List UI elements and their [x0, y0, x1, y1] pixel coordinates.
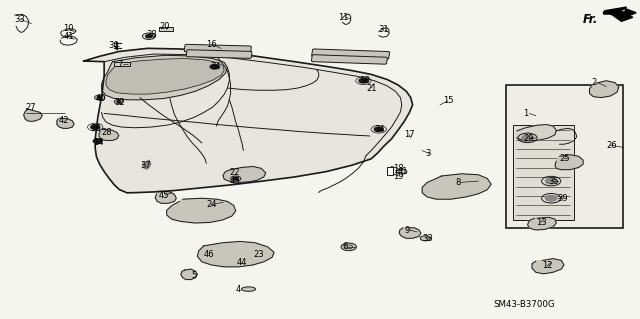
Polygon shape [24, 109, 42, 122]
Circle shape [359, 78, 368, 83]
Polygon shape [422, 174, 491, 199]
Circle shape [545, 178, 557, 184]
FancyBboxPatch shape [513, 124, 573, 220]
Polygon shape [555, 155, 583, 170]
Text: 31: 31 [379, 26, 389, 34]
Text: 21: 21 [366, 84, 376, 93]
Text: Fr.: Fr. [583, 13, 598, 26]
Text: 37: 37 [140, 161, 150, 170]
Text: 35: 35 [548, 177, 559, 186]
Text: 8: 8 [456, 178, 461, 187]
Text: 15: 15 [443, 96, 453, 105]
Text: 40: 40 [95, 94, 106, 103]
Ellipse shape [241, 287, 255, 291]
Polygon shape [106, 58, 224, 94]
Text: 13: 13 [536, 218, 547, 227]
Polygon shape [57, 118, 74, 128]
Text: 18: 18 [394, 164, 404, 173]
Text: 24: 24 [206, 200, 217, 209]
Text: 34: 34 [374, 125, 385, 134]
FancyBboxPatch shape [506, 85, 623, 228]
Circle shape [397, 169, 407, 174]
Circle shape [341, 243, 356, 251]
FancyBboxPatch shape [186, 50, 252, 58]
Text: 29: 29 [523, 134, 534, 143]
Circle shape [146, 35, 152, 38]
Text: 44: 44 [237, 258, 248, 267]
Text: 19: 19 [394, 172, 404, 181]
Text: 10: 10 [63, 24, 74, 33]
Circle shape [93, 139, 102, 143]
Text: 7: 7 [117, 60, 122, 69]
Text: 20: 20 [159, 22, 170, 31]
Text: 28: 28 [102, 128, 112, 137]
Text: 33: 33 [422, 234, 433, 243]
Text: 42: 42 [58, 116, 68, 125]
Polygon shape [102, 55, 227, 100]
Text: 11: 11 [338, 13, 348, 22]
Text: 16: 16 [206, 40, 217, 49]
FancyBboxPatch shape [387, 167, 394, 175]
Text: 46: 46 [204, 250, 214, 259]
Circle shape [420, 236, 431, 241]
Text: 43: 43 [229, 177, 240, 186]
FancyBboxPatch shape [159, 27, 173, 31]
Text: 12: 12 [542, 261, 553, 271]
Polygon shape [197, 241, 274, 267]
FancyBboxPatch shape [115, 62, 131, 66]
Polygon shape [167, 198, 236, 223]
Text: 30: 30 [108, 41, 118, 50]
Circle shape [210, 64, 219, 69]
Text: 38: 38 [360, 76, 371, 85]
Text: 6: 6 [342, 242, 348, 251]
FancyBboxPatch shape [312, 49, 390, 59]
Polygon shape [180, 269, 197, 279]
Polygon shape [99, 129, 119, 140]
Text: 41: 41 [63, 32, 74, 41]
FancyBboxPatch shape [312, 55, 387, 64]
Circle shape [233, 177, 238, 180]
Text: 33: 33 [15, 15, 26, 24]
Text: 26: 26 [606, 141, 617, 150]
Text: 39: 39 [557, 194, 568, 203]
Text: 3: 3 [426, 149, 431, 158]
Text: SM43-B3700G: SM43-B3700G [493, 300, 556, 309]
Text: 22: 22 [229, 168, 240, 177]
Text: 23: 23 [253, 250, 264, 259]
Text: 32: 32 [115, 98, 125, 107]
Text: 5: 5 [191, 271, 196, 280]
Polygon shape [156, 191, 176, 203]
Text: 9: 9 [404, 226, 410, 234]
Text: 14: 14 [93, 138, 104, 147]
Text: 17: 17 [404, 130, 415, 139]
Text: 36: 36 [90, 124, 101, 133]
Polygon shape [223, 167, 266, 182]
Polygon shape [604, 9, 636, 17]
Text: 45: 45 [159, 190, 170, 200]
Text: 34: 34 [210, 62, 221, 71]
Polygon shape [604, 7, 633, 21]
Circle shape [545, 196, 557, 201]
Text: 2: 2 [591, 78, 596, 87]
Circle shape [97, 96, 102, 99]
Polygon shape [527, 217, 556, 230]
Polygon shape [143, 160, 151, 169]
Polygon shape [516, 124, 556, 141]
Text: 25: 25 [559, 154, 570, 163]
Circle shape [522, 135, 533, 141]
Circle shape [117, 101, 121, 103]
Circle shape [374, 127, 383, 131]
Text: 27: 27 [25, 103, 36, 112]
Polygon shape [532, 259, 564, 274]
Text: 4: 4 [236, 285, 241, 293]
Text: 41: 41 [398, 167, 408, 176]
Text: 1: 1 [523, 109, 529, 118]
Polygon shape [84, 48, 413, 193]
FancyBboxPatch shape [184, 44, 252, 54]
Circle shape [91, 125, 100, 129]
Text: 38: 38 [147, 30, 157, 39]
Polygon shape [399, 228, 421, 238]
Polygon shape [589, 81, 619, 98]
